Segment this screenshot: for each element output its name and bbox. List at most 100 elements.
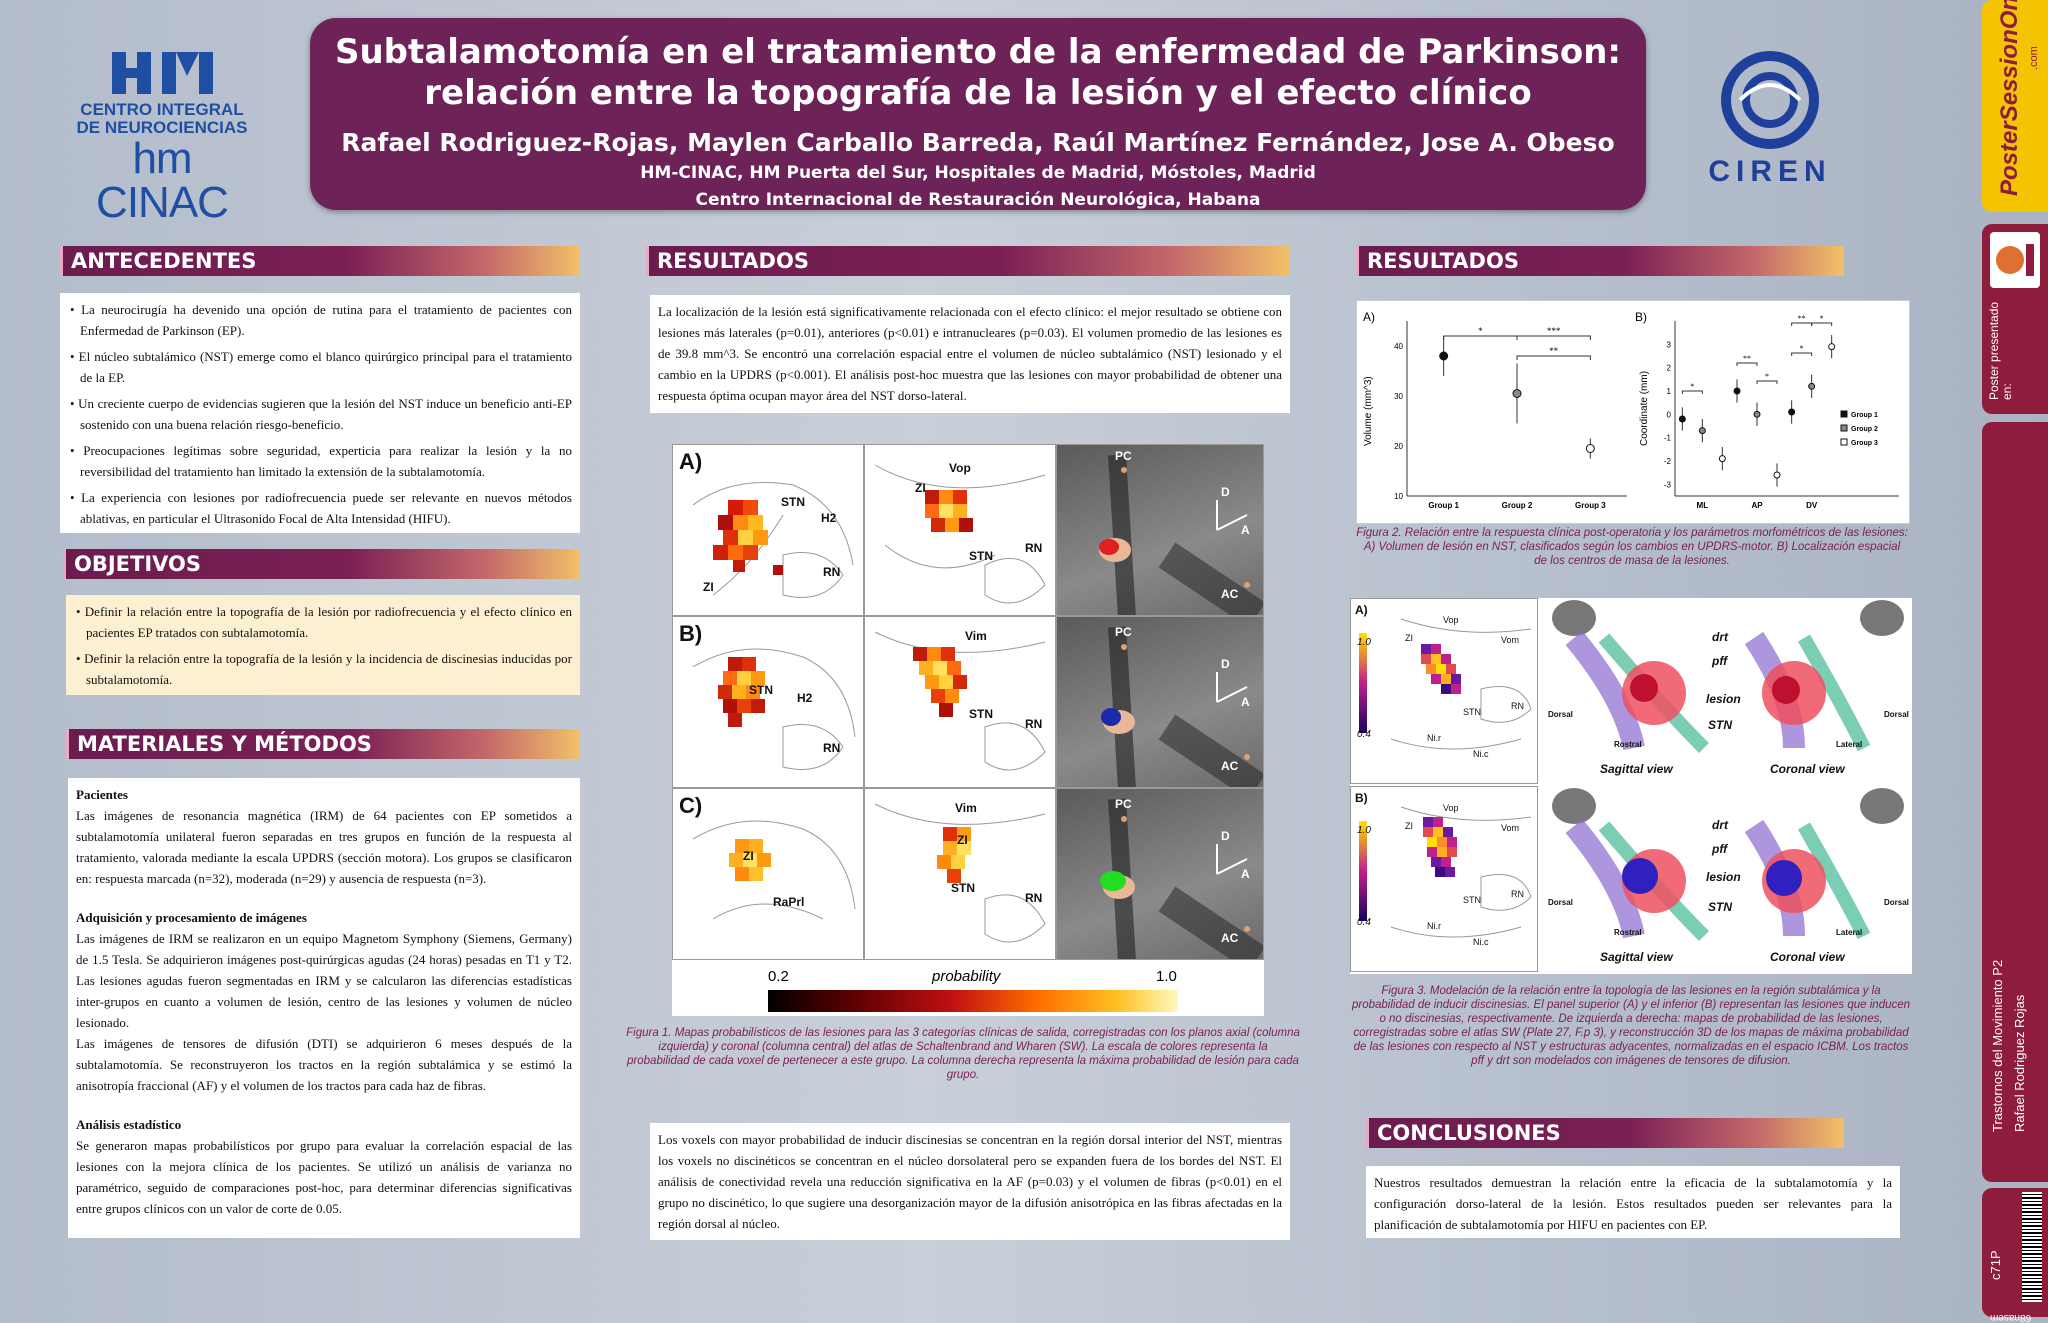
fig2b-bracket xyxy=(1791,322,1813,326)
antecedentes-panel: La neurocirugía ha devenido una opción d… xyxy=(60,293,580,533)
affiliation-2: Centro Internacional de Restauración Neu… xyxy=(695,190,1261,210)
fig2-chart: A) B) Volume (mm^3) Coordinate (mm) 1020… xyxy=(1363,310,1899,510)
fig2-panel-b-label: B) xyxy=(1635,310,1647,324)
fig3-dir-label: Dorsal xyxy=(1884,898,1909,907)
section-objetivos-heading: OBJETIVOS xyxy=(63,549,580,579)
hm-logo-mark-icon xyxy=(112,52,213,94)
fig2a-x-tick: Group 1 xyxy=(1428,501,1459,510)
objetivos-item: Definir la relación entre la topografía … xyxy=(74,648,572,690)
fig2b-annotation: * xyxy=(1690,382,1694,391)
affiliation-1: HM-CINAC, HM Puerta del Sur, Hospitales … xyxy=(640,163,1316,183)
fig2a-y-tick: 20 xyxy=(1394,442,1403,451)
fig3-dir-label: Lateral xyxy=(1836,928,1863,937)
fig1-label: H2 xyxy=(797,691,813,705)
fig3-coronal-label: Coronal view xyxy=(1770,762,1845,776)
poster-session-brand[interactable]: PosterSessionOnline .com xyxy=(1982,0,2048,212)
fig3-atlas-label: RN xyxy=(1511,701,1524,711)
fig2b-point xyxy=(1808,382,1816,390)
fig2b-legend-marker xyxy=(1840,438,1848,446)
fig3-sagittal-label: Sagittal view xyxy=(1600,950,1673,964)
logo-line-2: DE NEUROCIENCIAS xyxy=(76,118,248,137)
antecedentes-item: Un creciente cuerpo de evidencias sugier… xyxy=(68,393,572,435)
fig3-atlas-label: Vop xyxy=(1443,803,1459,813)
fig3-atlas-label: Vom xyxy=(1501,823,1520,833)
fig2b-x-tick: AP xyxy=(1751,501,1763,510)
fig1-row-a-label: A) xyxy=(679,449,703,474)
fig2b-legend-label: Group 2 xyxy=(1851,426,1878,433)
fig2b-annotation: * xyxy=(1765,372,1769,381)
fig3-tract-label: drt xyxy=(1712,630,1728,644)
fig2b-annotation: ** xyxy=(1743,354,1751,363)
fig1-label: ZI xyxy=(703,580,714,594)
fig1-scale-max: 1.0 xyxy=(1156,968,1177,985)
fig3-scale-top: 1.0 xyxy=(1357,637,1371,648)
fig1-label: STN xyxy=(969,707,993,721)
estadistico-title: Análisis estadístico xyxy=(76,1117,182,1132)
fig2-ylabel-b: Coordinate (mm) xyxy=(1639,371,1650,446)
fig2b-annotation: ** xyxy=(1798,314,1806,323)
fig1-label: PC xyxy=(1115,625,1132,639)
adquisicion-title: Adquisición y procesamiento de imágenes xyxy=(76,910,307,925)
fig3-caption: Figura 3. Modelación de la relación entr… xyxy=(1351,985,1911,1067)
fig2a-y-tick: 40 xyxy=(1394,342,1403,351)
sidebar-code-panel: c71P 68nasem xyxy=(1982,1188,2048,1323)
fig2b-x-tick: ML xyxy=(1697,501,1709,510)
fig2-panel-a-label: A) xyxy=(1363,310,1375,324)
fig1-label: Vim xyxy=(955,801,977,815)
fig3-panel-b-label: B) xyxy=(1355,791,1368,805)
fig1-label: RN xyxy=(823,565,841,579)
fig3-atlas-label: STN xyxy=(1463,895,1481,905)
fig2b-bracket xyxy=(1736,362,1758,366)
fig3-atlas-label: Ni.c xyxy=(1473,937,1489,947)
ciren-globe-icon xyxy=(1721,51,1819,149)
fig2b-point xyxy=(1753,410,1761,418)
fig3-tract-label: pff xyxy=(1712,654,1728,668)
fig1-c-coronal: Vim ZI STN RN xyxy=(864,788,1056,960)
fig2a-x-tick: Group 2 xyxy=(1502,501,1533,510)
fig1-a-axial: A) STN H2 RN ZI xyxy=(672,444,864,616)
antecedentes-item: El núcleo subtalámico (NST) emerge como … xyxy=(68,346,572,388)
brand-small-text: .com xyxy=(2028,46,2040,70)
fig3-atlas-label: STN xyxy=(1463,707,1481,717)
logo-line-1: CENTRO INTEGRAL xyxy=(80,100,244,119)
fig1-scale-label: probability xyxy=(932,968,1001,985)
fig1-row-c-label: C) xyxy=(679,793,703,818)
fig3-dir-label: Dorsal xyxy=(1548,710,1573,719)
fig3-b-atlas: B) 1.0 0.4 Vop Vom ZI STN RN Ni.r Ni.c xyxy=(1350,786,1538,972)
fig1-label: RaPrl xyxy=(773,895,805,909)
event-logo-icon xyxy=(1990,232,2040,288)
fig3-scale-top: 1.0 xyxy=(1357,825,1371,836)
presented-text: Poster presentado en: xyxy=(1987,301,2014,400)
resultados-text-panel: La localización de la lesión está signif… xyxy=(650,295,1290,413)
fig2a-annotation: ** xyxy=(1549,346,1559,356)
fig1-label: STN xyxy=(749,683,773,697)
fig1-label: AC xyxy=(1221,587,1239,601)
fig3-dir-label: Rostral xyxy=(1614,740,1642,749)
fig2a-point xyxy=(1512,389,1522,398)
fig2-ylabel-a: Volume (mm^3) xyxy=(1363,376,1374,446)
poster-header: Subtalamotomía en el tratamiento de la e… xyxy=(310,18,1646,210)
fig2b-annotation: * xyxy=(1820,314,1824,323)
fig2b-y-tick: 0 xyxy=(1667,410,1672,419)
fig2a-bracket xyxy=(1516,355,1591,360)
fig1-label: D xyxy=(1221,657,1230,671)
fig2b-point xyxy=(1698,427,1706,435)
fig2b-y-tick: -2 xyxy=(1664,457,1672,466)
fig3-tract-label: drt xyxy=(1712,818,1728,832)
brand-text: PosterSessionOnline xyxy=(1996,0,2023,196)
pacientes-title: Pacientes xyxy=(76,787,128,802)
fig1-label: STN xyxy=(969,549,993,563)
objetivos-item: Definir la relación entre la topografía … xyxy=(74,601,572,643)
fig2b-bracket xyxy=(1811,322,1833,326)
fig1-caption: Figura 1. Mapas probabilísticos de las l… xyxy=(626,1027,1300,1081)
conclusiones-panel: Nuestros resultados demuestran la relaci… xyxy=(1366,1166,1900,1238)
fig1-label: RN xyxy=(1025,717,1043,731)
fig3-a-3d: drt pff lesion STN Dorsal Rostral Dorsal… xyxy=(1544,598,1912,784)
fig2a-point xyxy=(1439,351,1449,361)
fig1-label: D xyxy=(1221,485,1230,499)
fig2b-y-tick: 2 xyxy=(1667,364,1672,373)
fig3-sagittal-label: Sagittal view xyxy=(1600,762,1673,776)
fig3-atlas-label: Vom xyxy=(1501,635,1520,645)
fig3-scale-bottom: 0.4 xyxy=(1357,917,1371,928)
antecedentes-item: La experiencia con lesiones por radiofre… xyxy=(68,487,572,529)
